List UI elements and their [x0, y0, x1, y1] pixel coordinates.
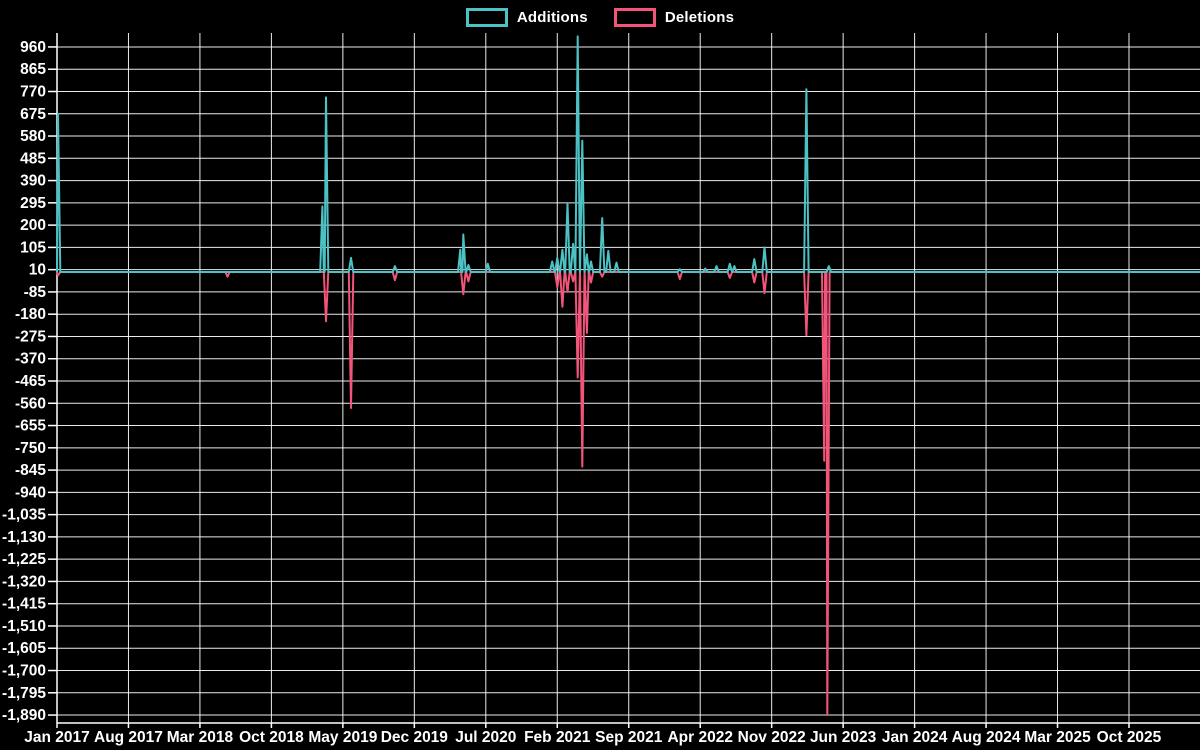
legend-item-additions[interactable]: Additions	[465, 7, 588, 27]
x-tick-label: Jul 2020	[455, 729, 516, 746]
x-tick-label: Apr 2022	[667, 729, 732, 746]
y-tick-label: 865	[20, 61, 46, 78]
y-tick-label: -180	[15, 306, 46, 323]
x-tick-label: Jan 2024	[882, 729, 948, 746]
x-tick-label: Nov 2022	[738, 729, 806, 746]
y-tick-label: 390	[20, 173, 46, 190]
additions-swatch-icon	[465, 7, 508, 27]
x-tick-label: Mar 2025	[1024, 729, 1091, 746]
y-tick-label: 295	[20, 195, 46, 212]
y-tick-label: -1,700	[2, 663, 46, 680]
x-tick-label: Aug 2017	[94, 729, 163, 746]
y-tick-label: 105	[20, 239, 46, 256]
y-tick-label: -655	[15, 418, 46, 435]
x-tick-label: Feb 2021	[524, 729, 591, 746]
y-tick-label: -845	[15, 462, 46, 479]
y-tick-label: 200	[20, 217, 46, 234]
x-tick-label: May 2019	[308, 729, 377, 746]
y-tick-label: 485	[20, 150, 46, 167]
x-tick-label: Oct 2018	[239, 729, 304, 746]
y-tick-label: -1,890	[2, 707, 46, 724]
legend-label-deletions: Deletions	[664, 8, 735, 26]
deletions-swatch-icon	[613, 7, 656, 27]
x-tick-label: Jun 2023	[810, 729, 877, 746]
x-tick-label: Oct 2025	[1097, 729, 1162, 746]
y-tick-label: -1,225	[2, 551, 46, 568]
legend-item-deletions[interactable]: Deletions	[613, 7, 735, 27]
y-tick-label: -465	[15, 373, 46, 390]
y-tick-label: -370	[15, 351, 46, 368]
x-tick-label: Mar 2018	[167, 729, 234, 746]
x-tick-label: Aug 2024	[952, 729, 1021, 746]
additions-line	[56, 35, 1200, 273]
x-tick-label: Dec 2019	[381, 729, 449, 746]
y-tick-label: -1,605	[2, 640, 46, 657]
y-tick-label: 960	[20, 39, 46, 56]
y-tick-label: 675	[20, 106, 46, 123]
y-tick-label: -1,130	[2, 529, 46, 546]
y-tick-label: 580	[20, 128, 46, 145]
y-tick-label: -940	[15, 484, 46, 501]
y-tick-label: -1,035	[2, 507, 46, 524]
x-tick-label: Sep 2021	[595, 729, 663, 746]
y-tick-label: 770	[20, 83, 46, 100]
y-tick-label: -1,795	[2, 685, 46, 702]
y-tick-label: -1,510	[2, 618, 46, 635]
y-tick-label: -275	[15, 328, 46, 345]
chart-legend: Additions Deletions	[0, 5, 1200, 29]
x-tick-label: Jan 2017	[24, 729, 90, 746]
y-tick-label: -1,320	[2, 573, 46, 590]
legend-label-additions: Additions	[516, 8, 588, 26]
y-tick-label: 10	[29, 262, 46, 279]
y-tick-label: -85	[24, 284, 47, 301]
y-tick-label: -560	[15, 395, 46, 412]
y-tick-label: -1,415	[2, 596, 46, 613]
y-tick-label: -750	[15, 440, 46, 457]
